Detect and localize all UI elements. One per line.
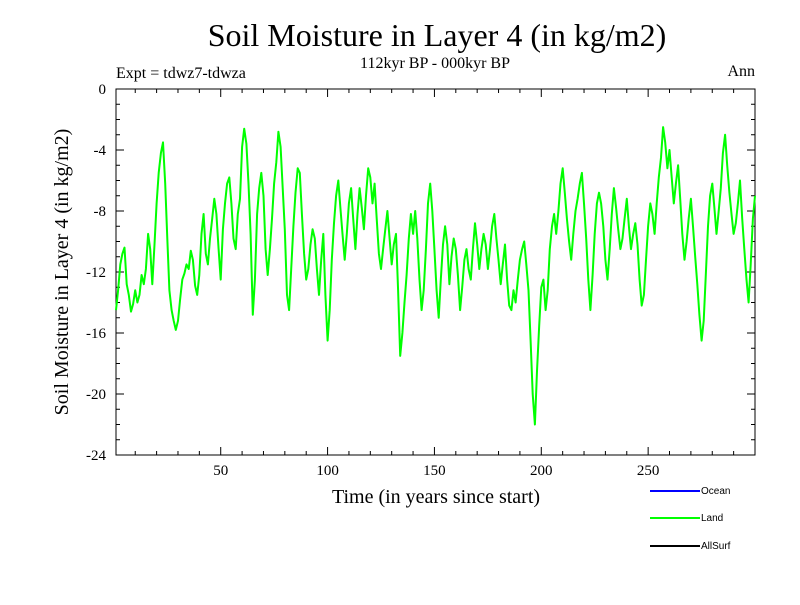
axis-ticks xyxy=(116,89,755,455)
x-tick-labels: 50 100 150 200 250 xyxy=(213,463,659,479)
legend-label-land: Land xyxy=(701,513,723,524)
y-axis-label: Soil Moisture in Layer 4 (in kg/m2) xyxy=(51,129,73,416)
y-tick-label: -20 xyxy=(86,387,106,403)
y-tick-label: 0 xyxy=(99,82,107,98)
x-tick-label: 50 xyxy=(213,463,228,479)
y-tick-label: -16 xyxy=(86,326,106,342)
series-layer xyxy=(115,126,756,426)
season-label: Ann xyxy=(727,63,755,80)
chart-subtitle: 112kyr BP - 000kyr BP xyxy=(360,55,510,72)
chart-title: Soil Moisture in Layer 4 (in kg/m2) xyxy=(208,17,667,53)
experiment-label: Expt = tdwz7-tdwza xyxy=(116,65,246,82)
x-axis-label: Time (in years since start) xyxy=(332,486,540,508)
series-line-land xyxy=(115,126,756,426)
legend-label-allsurf: AllSurf xyxy=(701,541,731,552)
x-tick-label: 150 xyxy=(423,463,446,479)
y-tick-labels: 0 -4 -8 -12 -16 -20 -24 xyxy=(86,82,106,464)
y-tick-label: -12 xyxy=(86,265,106,281)
x-tick-label: 100 xyxy=(316,463,339,479)
legend-label-ocean: Ocean xyxy=(701,486,730,497)
y-tick-label: -4 xyxy=(94,143,107,159)
legend: Ocean Land AllSurf xyxy=(650,486,731,552)
y-tick-label: -8 xyxy=(94,204,107,220)
y-tick-label: -24 xyxy=(86,448,106,464)
x-tick-label: 250 xyxy=(637,463,660,479)
x-tick-label: 200 xyxy=(530,463,553,479)
